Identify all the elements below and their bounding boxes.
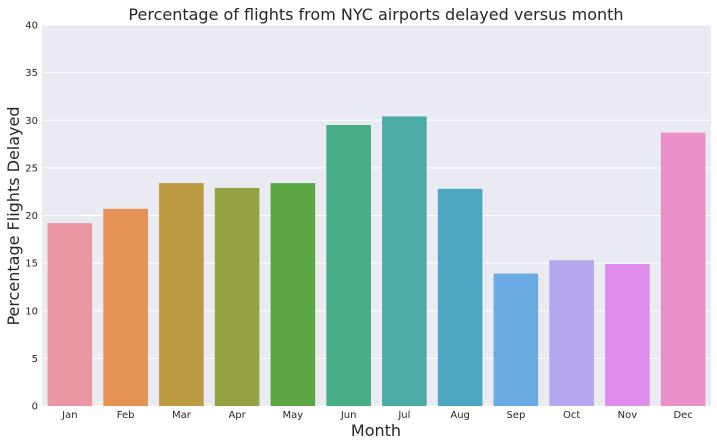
- x-tick-label: May: [283, 410, 304, 421]
- bars: [47, 116, 706, 406]
- x-tick-label: Nov: [618, 410, 638, 421]
- bar-feb: [103, 208, 148, 406]
- x-tick-label: Jun: [340, 410, 357, 421]
- bar-nov: [605, 264, 650, 406]
- bar-jun: [326, 125, 371, 406]
- bar-oct: [549, 260, 594, 406]
- x-tick-label: Aug: [450, 410, 470, 421]
- y-tick-label: 25: [25, 163, 38, 174]
- bar-aug: [437, 188, 483, 406]
- chart-title: Percentage of flights from NYC airports …: [128, 5, 623, 24]
- y-tick-label: 20: [25, 211, 38, 222]
- y-tick-label: 15: [25, 259, 38, 270]
- x-tick-label: Feb: [117, 410, 135, 421]
- x-axis-label: Month: [351, 421, 401, 440]
- bar-sep: [493, 273, 539, 406]
- y-tick-label: 30: [25, 116, 38, 127]
- y-tick-label: 5: [32, 354, 38, 365]
- x-tick-label: Jan: [61, 410, 77, 421]
- gridlines: [42, 24, 711, 407]
- y-axis-label: Percentage Flights Delayed: [4, 106, 23, 325]
- bar-mar: [159, 183, 204, 406]
- bar-dec: [660, 132, 706, 406]
- x-tick-label: Mar: [172, 410, 192, 421]
- y-tick-label: 10: [25, 306, 38, 317]
- y-tick-label: 0: [32, 402, 38, 413]
- y-axis-ticks: 0 5 10 15 20 25 30 35 40: [25, 21, 38, 413]
- bar-jan: [47, 223, 93, 406]
- x-tick-label: Dec: [673, 410, 692, 421]
- x-tick-label: Jul: [397, 410, 410, 421]
- x-tick-label: Apr: [228, 410, 246, 421]
- bar-may: [270, 183, 316, 406]
- y-tick-label: 40: [25, 21, 38, 32]
- x-tick-label: Sep: [506, 410, 525, 421]
- y-tick-label: 35: [25, 68, 38, 79]
- bar-jul: [382, 116, 427, 406]
- x-axis-ticks: Jan Feb Mar Apr May Jun Jul Aug Sep Oct Nov Dec: [61, 410, 693, 421]
- bar-apr: [214, 187, 260, 406]
- x-tick-label: Oct: [563, 410, 580, 421]
